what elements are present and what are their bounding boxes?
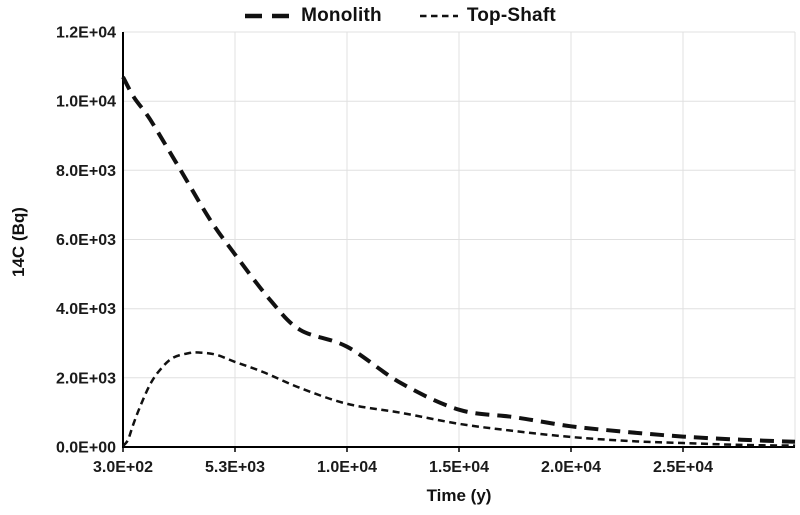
series-line-monolith (121, 76, 796, 444)
x-tick-label: 5.3E+03 (205, 459, 265, 476)
x-axis-title: Time (y) (426, 486, 492, 505)
y-tick-label: 0.0E+00 (56, 440, 116, 457)
monolith-dash-sample-icon (245, 13, 293, 19)
x-tick-label: 2.0E+04 (541, 459, 601, 476)
legend: Monolith Top-Shaft (0, 2, 800, 30)
top-shaft-dash-sample-icon (419, 14, 458, 18)
y-tick-label: 8.0E+03 (56, 163, 116, 180)
legend-label-monolith: Monolith (301, 5, 382, 26)
y-tick-label: 2.0E+03 (56, 370, 116, 387)
legend-label-top-shaft: Top-Shaft (466, 5, 556, 26)
y-tick-label: 1.2E+04 (56, 25, 116, 42)
y-axis-title: 14C (Bq) (9, 207, 28, 277)
x-tick-label: 1.5E+04 (429, 459, 489, 476)
y-tick-label: 1.0E+04 (56, 94, 116, 111)
series-line-top-shaft (122, 351, 796, 447)
legend-item-top-shaft: Top-Shaft (419, 5, 556, 27)
y-tick-label: 6.0E+03 (56, 232, 116, 249)
y-tick-label: 4.0E+03 (56, 301, 116, 318)
x-tick-label: 3.0E+02 (93, 459, 153, 476)
x-tick-label: 2.5E+04 (653, 459, 713, 476)
x-tick-label: 1.0E+04 (317, 459, 377, 476)
legend-item-monolith: Monolith (244, 5, 382, 27)
